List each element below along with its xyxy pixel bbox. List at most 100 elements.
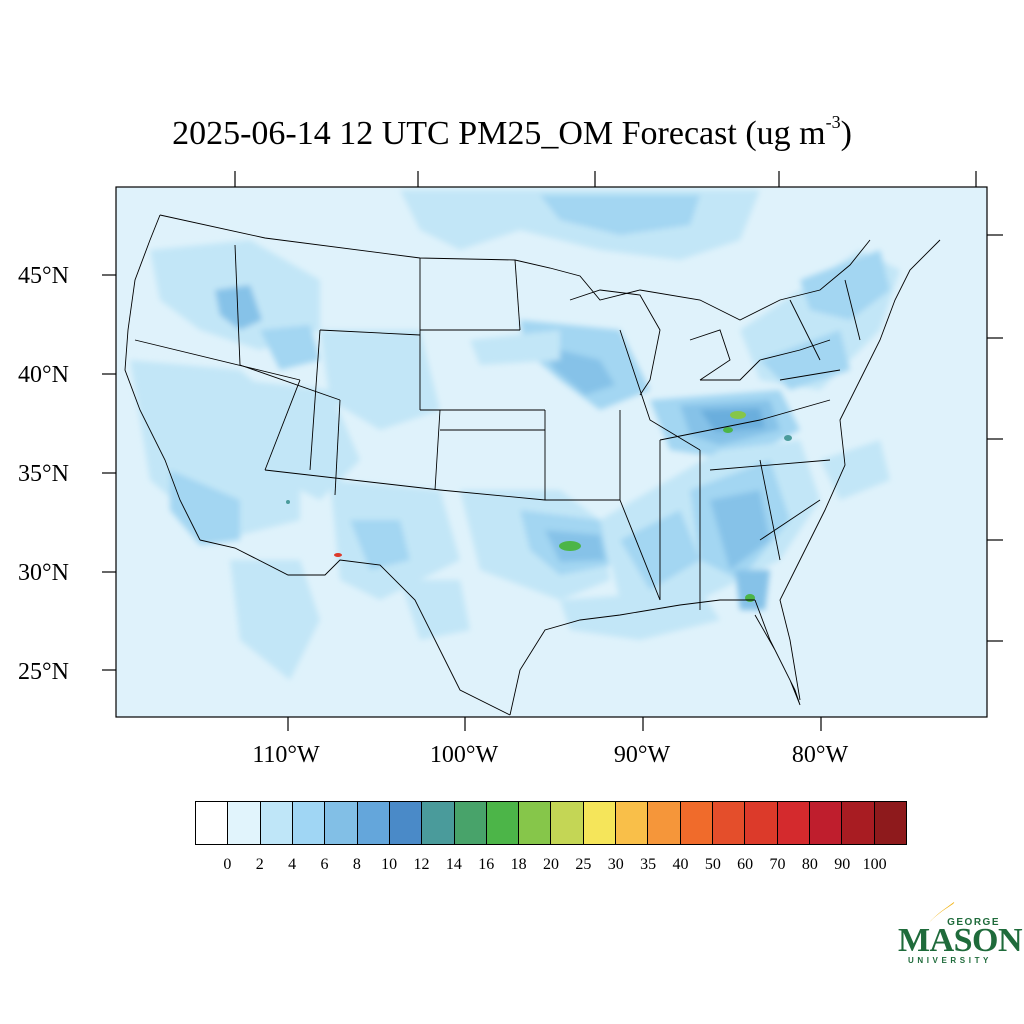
colorbar-tick-label: 12 [413,856,430,873]
boundary-line [514,259,521,331]
boundary-line [319,329,421,336]
map-border [115,186,988,718]
concentration-region [240,380,360,500]
colorbar-swatch [357,802,390,844]
boundary-line [239,364,341,401]
colorbar-tick-label: 6 [320,856,329,873]
boundary-line [619,499,661,601]
logo-mason: MASON [898,922,1023,959]
colorbar-swatch [842,802,875,844]
concentration-region [540,195,700,235]
hotspot-marker [334,553,342,557]
colorbar-swatch [228,802,261,844]
colorbar-swatch [260,802,293,844]
colorbar-tick-label: 4 [288,856,297,873]
boundary-line [124,214,201,541]
hotspot-marker [730,411,746,419]
lon-label: 80°W [791,742,849,768]
colorbar-swatch [196,802,229,844]
colorbar-tick-label: 10 [381,856,398,873]
boundary-line [779,239,941,701]
colorbar-tick-label: 18 [510,856,527,873]
colorbar-tick-label: 90 [834,856,851,873]
colorbar [195,801,907,845]
map-title: 2025-06-14 12 UTC PM25_OM Forecast (ug m… [0,112,1024,156]
concentration-region [260,325,320,370]
colorbar-tick-label: 16 [478,856,495,873]
concentration-region [320,330,440,430]
colorbar-swatch [874,802,906,844]
boundary-line [759,499,821,541]
map-frame [102,171,1003,731]
colorbar-swatch [809,802,843,844]
hotspot-marker [286,500,290,504]
hotspot-marker [745,594,755,602]
colorbar-tick-label: 8 [352,856,361,873]
concentration-field [130,190,900,680]
concentration-region [710,490,770,570]
colorbar-swatch [648,802,681,844]
colorbar-tick-label: 50 [704,856,721,873]
colorbar-tick-label: 2 [255,856,264,873]
concentration-region [230,560,320,680]
boundary-line [264,469,441,491]
colorbar-tick-label: 0 [223,856,232,873]
colorbar-swatch [519,802,552,844]
boundary-line [779,369,841,381]
concentration-region [800,250,890,320]
colorbar-swatch [745,802,778,844]
concentration-region [215,285,262,330]
boundary-line [434,409,441,491]
colorbar-swatch [292,802,326,844]
colorbar-swatch [713,802,746,844]
colorbar-swatch [325,802,358,844]
colorbar-tick-label: 25 [575,856,592,873]
boundary-line [619,329,701,451]
lon-label: 100°W [429,742,499,768]
concentration-region [820,440,890,500]
colorbar-swatch [486,802,520,844]
boundary-line [569,289,831,396]
lon-label: 90°W [613,742,671,768]
boundary-line [509,599,755,716]
boundary-line [439,489,546,501]
boundary-line [789,299,821,361]
logo-university: UNIVERSITY [907,956,992,965]
concentration-region [470,330,560,365]
boundary-line [134,339,301,381]
lat-label: 40°N [18,362,69,388]
boundary-line [759,459,781,561]
boundary-line [309,329,321,471]
title-suffix: ) [840,115,852,152]
colorbar-tick-label: 100 [862,856,887,873]
colorbar-tick-label: 20 [543,856,559,873]
boundary-line [159,214,871,321]
colorbar-swatch [680,802,713,844]
boundary-line [264,379,301,471]
hotspot-marker [723,427,733,433]
colorbar-swatch [583,802,617,844]
lat-label: 45°N [18,263,69,289]
colorbar-tick-label: 35 [640,856,657,873]
title-text: 2025-06-14 12 UTC PM25_OM Forecast (ug m [172,115,826,152]
colorbar-swatch [551,802,584,844]
boundary-line [199,539,511,716]
concentration-region [350,520,410,570]
colorbar-swatch [777,802,810,844]
colorbar-swatch [422,802,455,844]
colorbar-tick-label: 30 [607,856,624,873]
concentration-region [700,408,765,432]
colorbar-tick-label: 14 [445,856,462,873]
boundary-line [334,399,341,496]
colorbar-tick-label: 40 [672,856,689,873]
hotspot-marker [784,435,792,441]
colorbar-swatch [616,802,649,844]
lat-label: 30°N [18,560,69,586]
boundary-line [844,279,861,341]
boundary-line [234,244,241,366]
colorbar-tick-label: 80 [801,856,818,873]
colorbar-swatch [389,802,423,844]
concentration-region [760,330,850,390]
hotspot-marker [559,541,581,551]
